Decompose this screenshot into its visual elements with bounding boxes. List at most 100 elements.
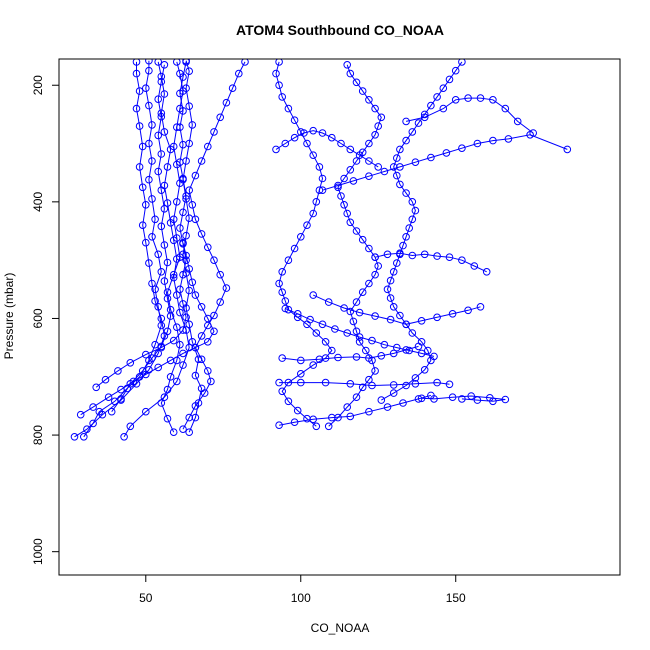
data-point <box>204 142 212 151</box>
data-point <box>117 395 125 403</box>
data-point <box>343 329 352 337</box>
data-point <box>303 221 311 229</box>
series-6 <box>107 61 175 416</box>
data-point <box>371 131 379 139</box>
data-point <box>433 378 441 387</box>
data-point <box>389 389 398 397</box>
data-point <box>148 121 156 129</box>
data-point <box>393 154 401 162</box>
data-point <box>393 343 401 352</box>
data-point <box>145 175 153 184</box>
data-point <box>173 377 181 386</box>
data-point <box>371 104 379 113</box>
series-line <box>95 61 187 388</box>
data-point <box>160 205 169 213</box>
x-tick-label: 150 <box>446 591 466 605</box>
data-point <box>349 317 358 326</box>
data-point <box>154 59 162 66</box>
series-line <box>279 394 432 426</box>
data-point <box>451 66 460 75</box>
data-point <box>272 145 280 154</box>
data-point <box>365 279 373 288</box>
data-point <box>185 102 193 110</box>
data-point <box>312 422 321 431</box>
data-point <box>101 375 110 384</box>
data-point <box>281 139 290 148</box>
data-point <box>132 59 141 66</box>
data-point <box>414 342 423 351</box>
data-point <box>104 393 113 402</box>
data-point <box>281 304 290 313</box>
data-point <box>318 320 327 329</box>
data-point <box>402 136 410 145</box>
data-point <box>169 336 178 345</box>
data-point <box>352 393 361 402</box>
data-point <box>182 313 190 322</box>
data-point <box>216 113 224 122</box>
series-line <box>312 294 481 325</box>
data-point <box>126 422 135 431</box>
data-point <box>142 84 150 92</box>
y-tick-label: 400 <box>31 192 45 212</box>
data-point <box>352 353 361 361</box>
data-point <box>148 195 156 203</box>
data-point <box>343 209 352 218</box>
data-point <box>157 112 166 121</box>
data-point <box>424 346 432 355</box>
data-point <box>275 279 283 288</box>
data-point <box>414 395 423 403</box>
data-point <box>191 343 200 352</box>
data-point <box>114 367 122 375</box>
data-point <box>135 163 144 171</box>
series-13 <box>417 392 510 406</box>
series-line <box>421 395 506 402</box>
data-point <box>383 285 392 294</box>
data-point <box>402 346 410 354</box>
data-point <box>399 399 407 407</box>
data-point <box>138 221 147 229</box>
data-point <box>151 297 159 305</box>
data-point <box>179 300 187 308</box>
data-point <box>427 391 435 400</box>
data-point <box>176 340 184 349</box>
data-point <box>405 224 414 232</box>
data-point <box>411 206 420 215</box>
data-point <box>142 238 150 247</box>
data-point <box>179 73 187 81</box>
x-axis: 50 100 150 <box>139 575 466 605</box>
data-point <box>303 139 311 148</box>
data-point <box>163 294 172 303</box>
data-point <box>411 380 420 388</box>
data-point <box>365 407 373 416</box>
data-point <box>200 389 209 397</box>
x-tick-label: 100 <box>291 591 311 605</box>
series-20 <box>272 126 383 171</box>
data-point <box>467 392 476 400</box>
data-point <box>309 151 318 159</box>
data-point <box>182 192 190 200</box>
data-point <box>402 320 410 329</box>
data-point <box>207 377 215 386</box>
data-point <box>420 250 429 259</box>
data-point <box>408 329 417 337</box>
series-line <box>282 345 419 361</box>
data-point <box>297 356 305 365</box>
data-point <box>241 59 249 66</box>
data-point <box>346 69 355 78</box>
data-point <box>352 78 361 87</box>
series-line <box>74 61 165 438</box>
data-point <box>293 406 302 415</box>
data-point <box>396 249 404 257</box>
data-point <box>138 183 147 192</box>
data-point <box>160 128 169 136</box>
data-point <box>371 312 379 320</box>
data-point <box>95 407 104 416</box>
data-point <box>464 306 472 315</box>
data-point <box>346 380 355 388</box>
data-point <box>396 145 404 154</box>
series-1 <box>70 59 169 441</box>
data-point <box>349 177 358 185</box>
series-14 <box>275 378 454 390</box>
data-point <box>358 87 367 95</box>
data-point <box>210 256 218 265</box>
